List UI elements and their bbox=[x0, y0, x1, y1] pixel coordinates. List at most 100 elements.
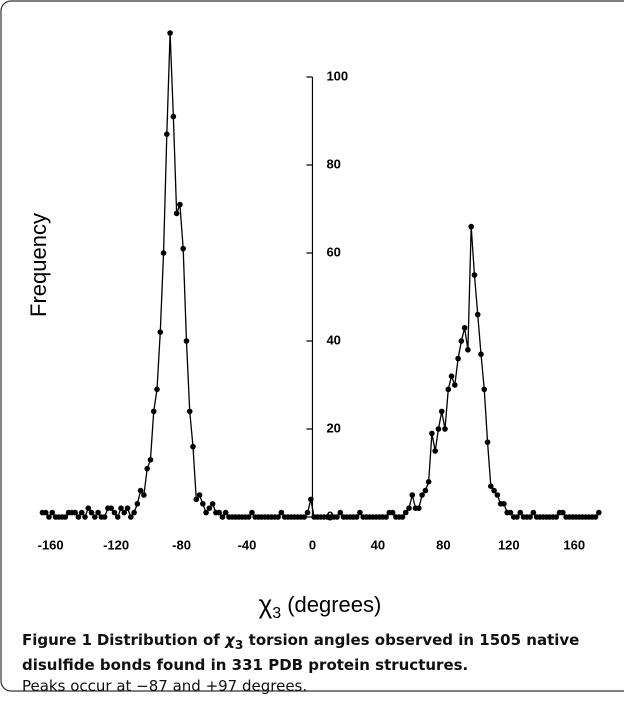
data-point bbox=[484, 439, 491, 446]
data-point bbox=[409, 492, 416, 498]
data-point bbox=[111, 509, 118, 516]
data-point bbox=[200, 501, 206, 507]
data-point bbox=[530, 509, 537, 516]
data-point bbox=[514, 514, 520, 520]
data-point bbox=[108, 505, 114, 512]
data-point bbox=[399, 514, 406, 520]
data-point bbox=[432, 448, 438, 454]
data-point bbox=[180, 245, 186, 252]
x-tick-label: 160 bbox=[563, 537, 585, 552]
data-point bbox=[196, 492, 203, 498]
data-point bbox=[455, 355, 461, 362]
data-point bbox=[157, 329, 164, 336]
data-point bbox=[206, 505, 213, 512]
data-point bbox=[46, 514, 52, 520]
data-point bbox=[216, 509, 222, 516]
x-tick-label: 120 bbox=[498, 537, 520, 552]
data-point bbox=[101, 514, 108, 520]
data-point bbox=[150, 408, 157, 415]
caption-text: Peaks occur at −87 and +97 degrees. bbox=[22, 677, 308, 695]
data-point bbox=[458, 338, 465, 344]
data-point bbox=[429, 430, 435, 437]
data-point bbox=[147, 457, 154, 463]
data-point bbox=[442, 426, 448, 432]
data-point bbox=[445, 386, 452, 393]
data-point bbox=[419, 492, 425, 498]
data-point bbox=[88, 509, 95, 516]
data-point bbox=[337, 509, 344, 516]
caption-title-part: Distribution of bbox=[96, 631, 226, 649]
data-point bbox=[164, 131, 170, 137]
data-point bbox=[471, 272, 478, 278]
data-point bbox=[82, 514, 88, 520]
data-point bbox=[173, 210, 180, 217]
data-point bbox=[92, 514, 98, 520]
x-axis-label: χ3 (degrees) bbox=[259, 589, 382, 622]
x-label-subscript: 3 bbox=[272, 605, 281, 622]
data-point bbox=[553, 514, 560, 520]
data-point bbox=[275, 514, 281, 520]
data-point bbox=[144, 465, 150, 472]
y-tick-label: 40 bbox=[326, 332, 340, 347]
data-point bbox=[42, 509, 49, 516]
data-point bbox=[425, 479, 432, 485]
data-point bbox=[118, 505, 124, 512]
data-point bbox=[154, 386, 160, 393]
data-point bbox=[402, 509, 409, 516]
x-label-symbol: χ bbox=[259, 589, 273, 619]
data-point bbox=[304, 509, 311, 516]
data-point bbox=[85, 505, 92, 512]
y-tick-label: 20 bbox=[326, 420, 340, 435]
y-tick-label: 60 bbox=[326, 244, 340, 259]
data-point bbox=[278, 509, 285, 516]
data-point bbox=[416, 505, 422, 512]
caption-label: Figure 1 bbox=[22, 631, 93, 649]
data-point bbox=[452, 382, 458, 388]
x-label-unit: (degrees) bbox=[287, 592, 381, 617]
data-point bbox=[72, 509, 78, 516]
data-point bbox=[517, 509, 524, 516]
data-point bbox=[507, 509, 514, 516]
data-point bbox=[448, 373, 455, 380]
data-point bbox=[491, 487, 497, 494]
y-tick-label: 100 bbox=[326, 68, 348, 83]
data-point bbox=[124, 505, 131, 512]
data-point bbox=[334, 514, 340, 520]
data-point bbox=[137, 487, 144, 494]
data-point bbox=[75, 514, 82, 520]
data-point bbox=[438, 408, 445, 415]
data-point bbox=[353, 514, 360, 520]
data-point bbox=[389, 509, 396, 516]
x-tick-label: 40 bbox=[371, 537, 385, 552]
x-tick-label: 80 bbox=[436, 537, 450, 552]
data-point bbox=[114, 514, 121, 520]
data-point bbox=[170, 113, 177, 120]
data-point bbox=[134, 501, 141, 507]
data-point bbox=[183, 338, 190, 344]
data-point bbox=[465, 347, 471, 353]
data-point bbox=[62, 514, 69, 520]
caption-subscript: 3 bbox=[234, 637, 244, 652]
caption-symbol: χ bbox=[225, 631, 235, 649]
data-point bbox=[488, 483, 494, 490]
data-point bbox=[560, 509, 566, 516]
data-point bbox=[209, 501, 216, 507]
x-tick-label: 0 bbox=[309, 537, 316, 552]
data-point bbox=[435, 426, 442, 432]
data-point bbox=[501, 501, 507, 507]
x-tick-label: -40 bbox=[238, 537, 257, 552]
data-point bbox=[167, 30, 173, 36]
data-point bbox=[160, 250, 167, 256]
data-point bbox=[422, 487, 429, 494]
data-point bbox=[406, 505, 412, 512]
data-point bbox=[527, 514, 533, 520]
x-tick-label: -120 bbox=[103, 537, 129, 552]
data-point bbox=[245, 514, 252, 520]
data-point bbox=[478, 351, 484, 358]
data-point bbox=[301, 514, 308, 520]
data-point bbox=[494, 492, 501, 498]
data-point bbox=[461, 325, 468, 331]
